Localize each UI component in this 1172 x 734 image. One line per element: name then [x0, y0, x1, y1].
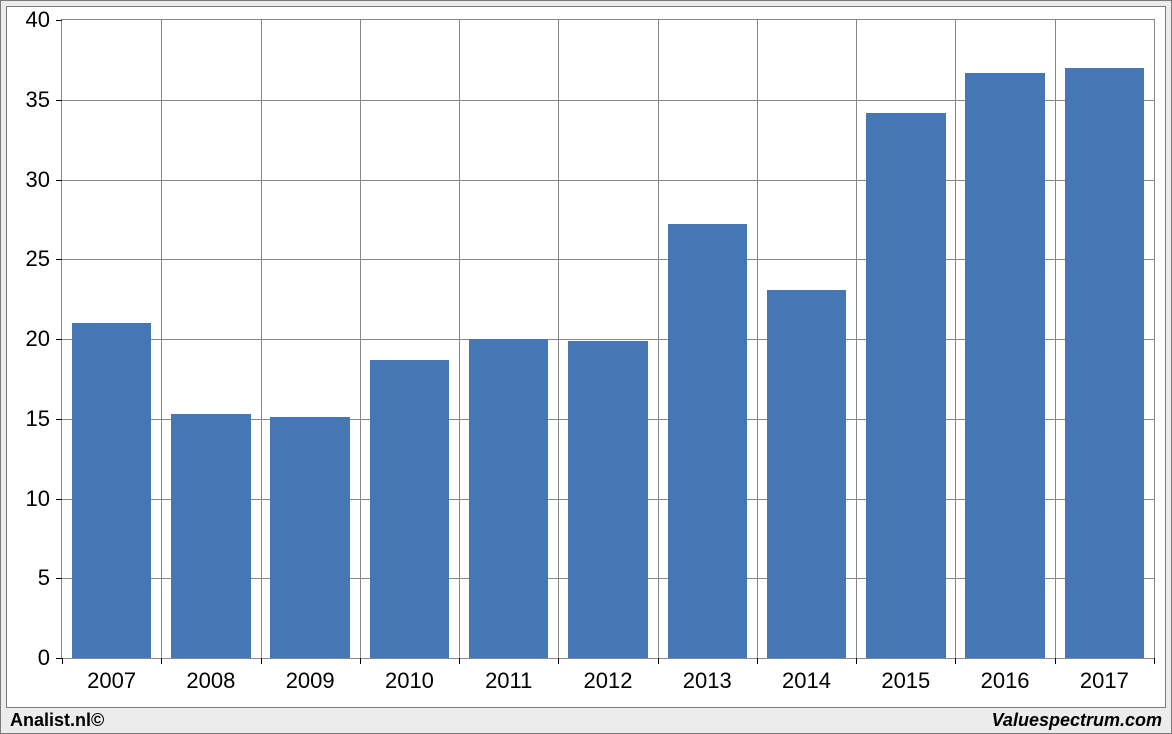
x-tick	[459, 658, 460, 664]
y-axis-label: 0	[38, 645, 50, 671]
gridline-vertical	[955, 20, 956, 658]
x-axis-label: 2015	[881, 668, 930, 694]
x-tick	[856, 658, 857, 664]
gridline-vertical	[161, 20, 162, 658]
bar	[469, 339, 548, 658]
x-axis-label: 2010	[385, 668, 434, 694]
x-tick	[955, 658, 956, 664]
bar	[568, 341, 647, 658]
y-axis-label: 5	[38, 565, 50, 591]
y-tick	[56, 419, 62, 420]
bar	[370, 360, 449, 658]
x-tick	[1055, 658, 1056, 664]
bar	[767, 290, 846, 658]
x-axis-label: 2008	[186, 668, 235, 694]
y-axis-label: 10	[26, 486, 50, 512]
x-axis-label: 2009	[286, 668, 335, 694]
x-tick	[62, 658, 63, 664]
footer-right-credit: Valuespectrum.com	[992, 710, 1162, 731]
y-tick	[56, 259, 62, 260]
x-axis-label: 2013	[683, 668, 732, 694]
bar	[171, 414, 250, 658]
gridline-vertical	[1055, 20, 1056, 658]
x-tick	[261, 658, 262, 664]
chart-outer-frame: 0 5 10 15 20 25 30 35 40 2007 2008 2009 2010 2011 2012…	[0, 0, 1172, 734]
x-axis-label: 2011	[485, 668, 532, 694]
footer-left-credit: Analist.nl©	[10, 710, 104, 731]
gridline-vertical	[658, 20, 659, 658]
x-tick	[558, 658, 559, 664]
bar	[72, 323, 151, 658]
gridline-vertical	[856, 20, 857, 658]
x-tick	[1154, 658, 1155, 664]
x-axis-label: 2012	[584, 668, 633, 694]
x-tick	[360, 658, 361, 664]
y-axis-label: 20	[26, 326, 50, 352]
x-axis-label: 2017	[1080, 668, 1129, 694]
gridline-vertical	[558, 20, 559, 658]
x-tick	[161, 658, 162, 664]
y-tick	[56, 180, 62, 181]
y-axis-label: 40	[26, 7, 50, 33]
y-tick	[56, 20, 62, 21]
x-tick	[658, 658, 659, 664]
x-axis-label: 2014	[782, 668, 831, 694]
bar	[668, 224, 747, 658]
y-tick	[56, 499, 62, 500]
y-axis-label: 15	[26, 406, 50, 432]
chart-inner-frame: 0 5 10 15 20 25 30 35 40 2007 2008 2009 2010 2011 2012…	[6, 6, 1166, 708]
bar	[1065, 68, 1144, 658]
gridline-vertical	[459, 20, 460, 658]
chart-footer: Analist.nl© Valuespectrum.com	[6, 708, 1166, 733]
bar	[270, 417, 349, 658]
y-axis-label: 30	[26, 167, 50, 193]
bar	[866, 113, 945, 658]
bar	[965, 73, 1044, 658]
x-axis-label: 2007	[87, 668, 136, 694]
x-tick	[757, 658, 758, 664]
y-axis-label: 25	[26, 246, 50, 272]
y-tick	[56, 100, 62, 101]
y-tick	[56, 339, 62, 340]
gridline-vertical	[360, 20, 361, 658]
x-axis-label: 2016	[981, 668, 1030, 694]
gridline-vertical	[757, 20, 758, 658]
gridline-vertical	[261, 20, 262, 658]
y-axis-label: 35	[26, 87, 50, 113]
plot-area: 0510152025303540200720082009201020112012…	[61, 19, 1155, 659]
y-tick	[56, 578, 62, 579]
